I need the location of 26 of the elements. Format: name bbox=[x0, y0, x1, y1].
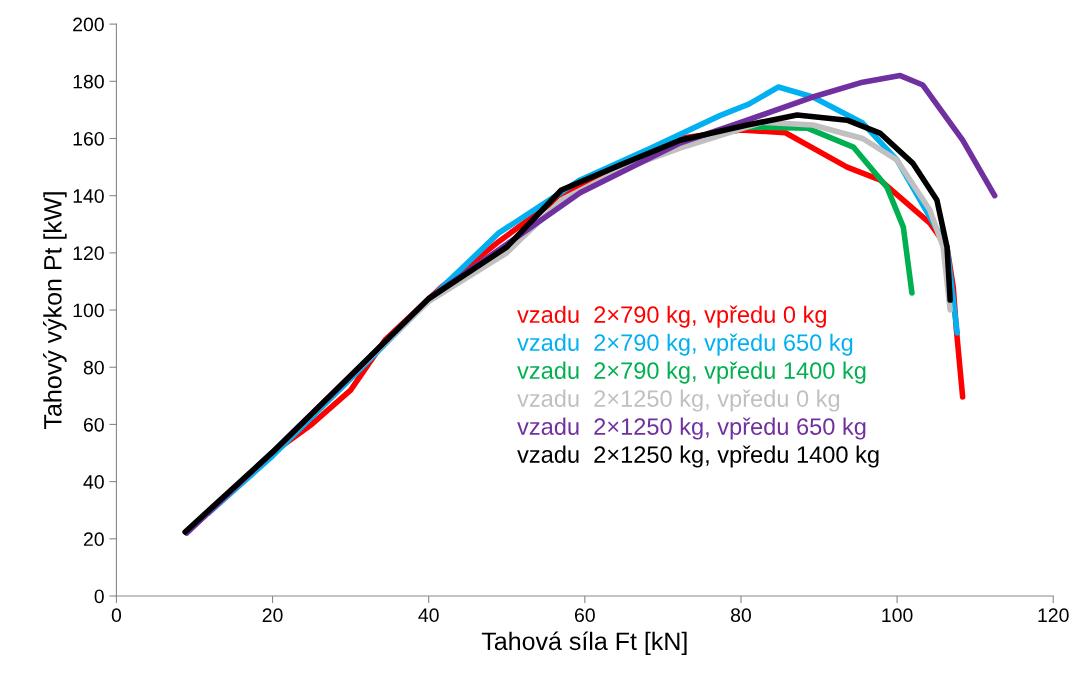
x-tick-label: 120 bbox=[1038, 608, 1069, 623]
x-tick-label: 80 bbox=[730, 608, 751, 623]
x-tick-label: 60 bbox=[574, 608, 595, 623]
x-tick-label: 0 bbox=[111, 608, 122, 623]
y-tick-label: 0 bbox=[94, 589, 104, 604]
x-tick-label: 100 bbox=[882, 608, 913, 623]
x-tick-label: 20 bbox=[262, 608, 283, 623]
y-tick-label: 40 bbox=[83, 475, 104, 489]
y-tick-label: 140 bbox=[73, 189, 104, 203]
y-tick-label: 20 bbox=[83, 532, 104, 547]
text: vzadu 2×1250 kg, vpředu 0 kg bbox=[517, 389, 840, 412]
y-tick-label: 100 bbox=[73, 303, 104, 318]
y-tick-label: 160 bbox=[73, 131, 104, 146]
x-tick-label: 40 bbox=[418, 608, 439, 623]
y-tick-label: 120 bbox=[73, 246, 104, 261]
text: vzadu 2×790 kg, vpředu 650 kg bbox=[517, 333, 853, 356]
text: vzadu 2×790 kg, vpředu 1400 kg bbox=[517, 361, 866, 384]
y-axis-title: Tahový výkon Pt [kW] bbox=[43, 192, 67, 429]
y-tick-label: 180 bbox=[73, 74, 104, 89]
x-axis-title: Tahová síla Ft [kN] bbox=[481, 631, 687, 656]
text: vzadu 2×790 kg, vpředu 0 kg bbox=[517, 305, 826, 328]
y-tick-label: 200 bbox=[73, 17, 104, 32]
text: vzadu 2×1250 kg, vpředu 1400 kg bbox=[517, 445, 879, 468]
y-tick-label: 60 bbox=[83, 417, 104, 432]
text: vzadu 2×1250 kg, vpředu 650 kg bbox=[517, 417, 866, 440]
y-tick-label: 80 bbox=[83, 360, 104, 375]
